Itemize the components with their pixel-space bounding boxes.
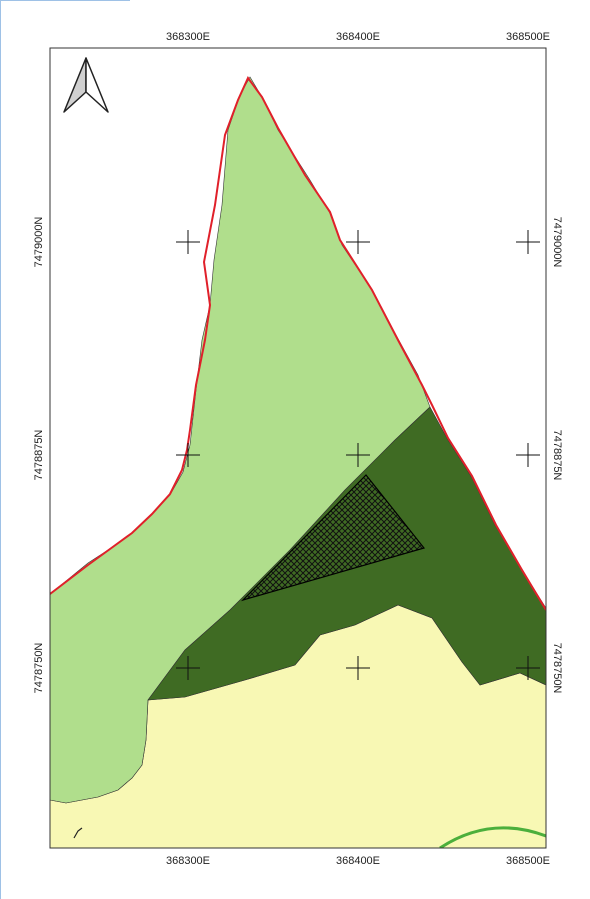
grid-label-bottom-1: 368300E xyxy=(166,855,210,867)
grid-label-top-3: 368500E xyxy=(506,31,550,43)
grid-label-left-3: 7478750N xyxy=(33,643,45,694)
grid-label-left-2: 7478875N xyxy=(33,430,45,481)
grid-label-left-1: 7479000N xyxy=(33,217,45,268)
grid-label-right-3: 7478750N xyxy=(551,643,563,694)
grid-label-bottom-3: 368500E xyxy=(506,855,550,867)
grid-label-top-1: 368300E xyxy=(166,31,210,43)
grid-label-top-2: 368400E xyxy=(336,31,380,43)
grid-label-right-1: 7479000N xyxy=(551,217,563,268)
grid-label-right-2: 7478875N xyxy=(551,430,563,481)
grid-label-bottom-2: 368400E xyxy=(336,855,380,867)
